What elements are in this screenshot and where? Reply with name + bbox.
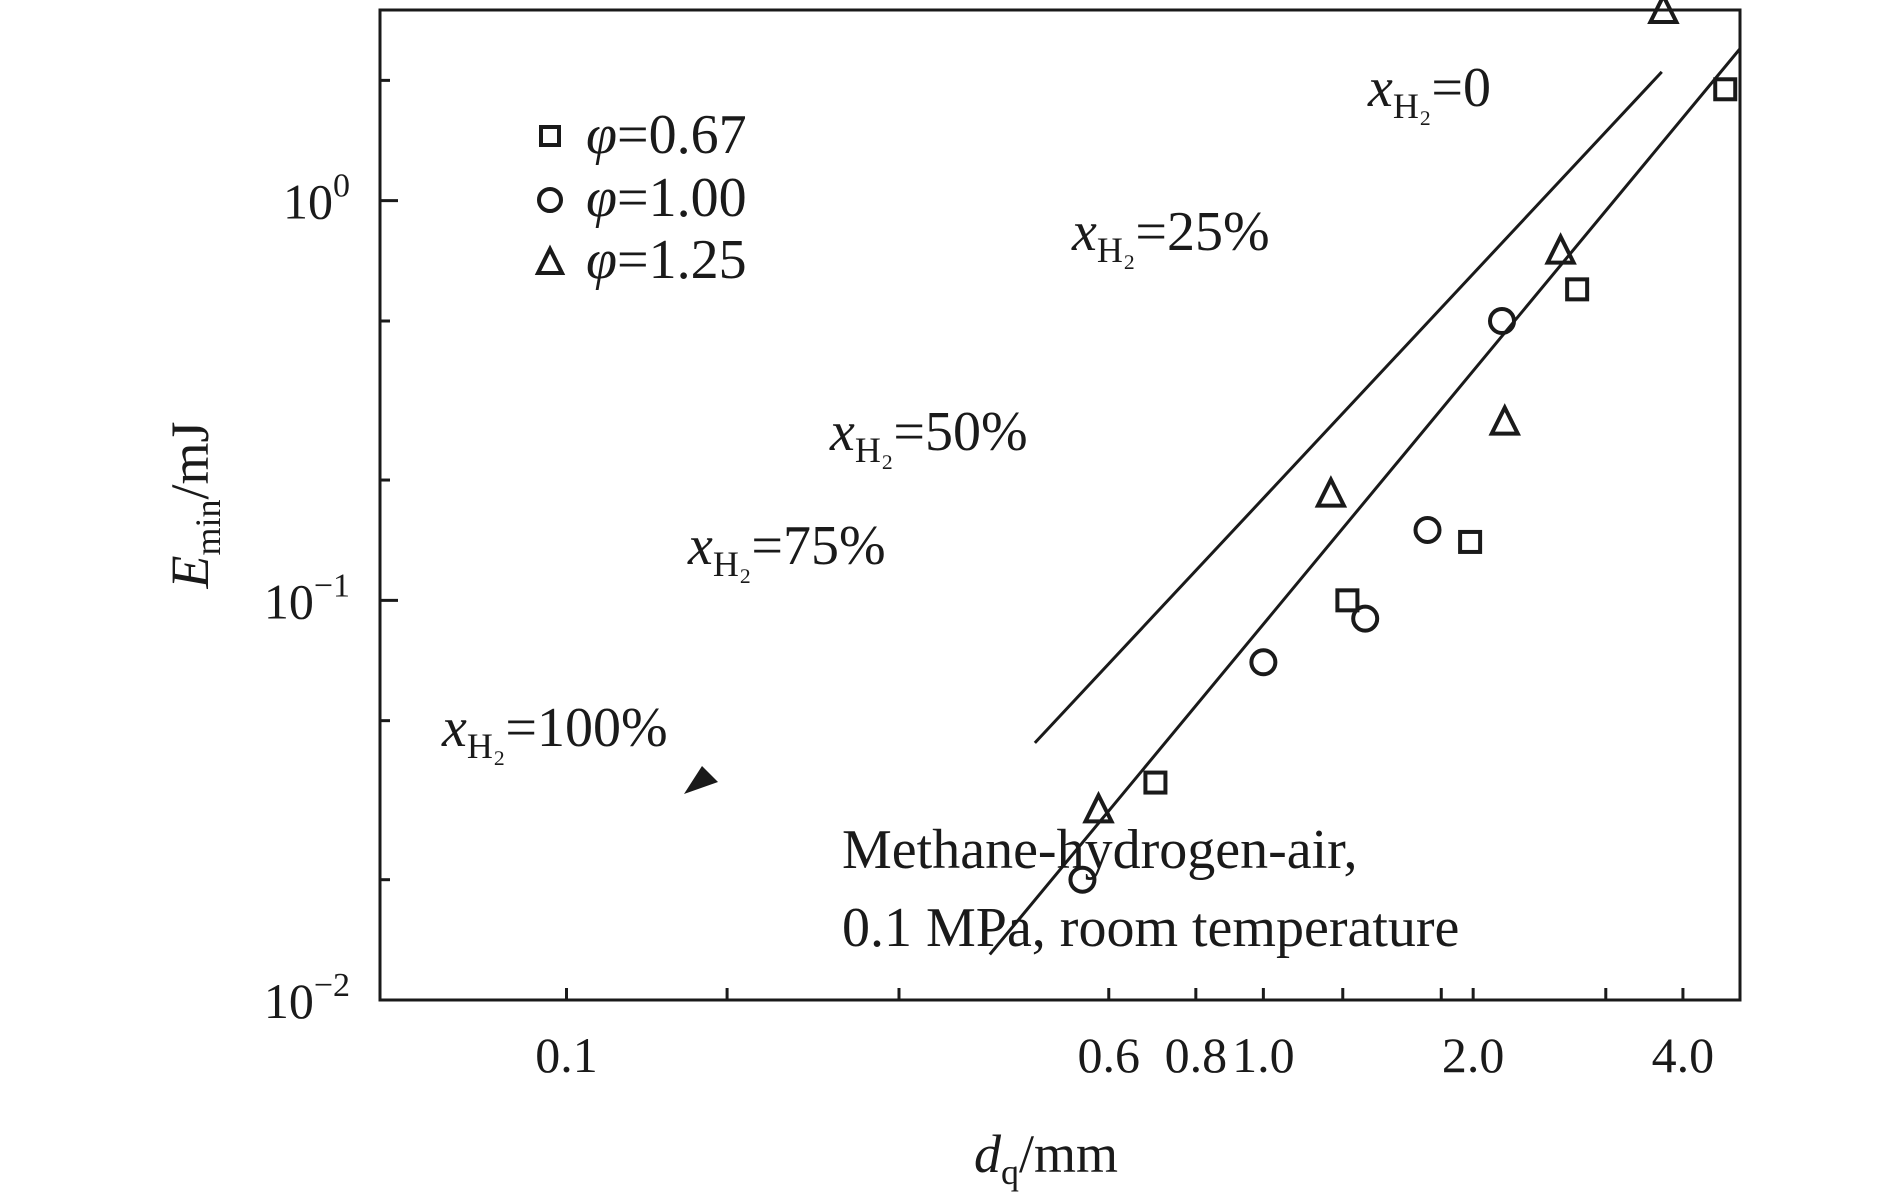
annotation-h2-100: xH₂=100%: [441, 697, 668, 766]
legend-marker-square: [539, 125, 561, 147]
fit-lines: [988, 47, 1742, 956]
point-circle-4: [1487, 306, 1516, 335]
x-tick-label-3: 1.0: [1232, 1027, 1295, 1083]
annotation-h2-75: xH₂=75%: [687, 515, 886, 584]
direction-arrowhead: [684, 766, 718, 794]
y-axis-title: Emin/mJ: [160, 421, 228, 589]
y-axis-ticks: 10−2 10−1 100: [264, 78, 398, 1029]
plot-frame: [378, 8, 1742, 1002]
x-axis-ticks: 0.1 0.6 0.8 1.0 2.0 4.0: [535, 988, 1714, 1083]
point-triangle-4: [1647, 0, 1680, 24]
point-square-3: [1565, 277, 1590, 302]
point-square-0: [1143, 770, 1168, 795]
point-triangle-1: [1314, 475, 1348, 508]
y-tick-label-2: 100: [283, 168, 350, 230]
x-tick-label-1: 0.6: [1078, 1027, 1141, 1083]
x-axis-title: dq/mm: [974, 1124, 1118, 1192]
note-line-2: 0.1 MPa, room temperature: [842, 897, 1459, 959]
fit-line-0: [988, 47, 1742, 956]
legend-label-0: φ=0.67: [586, 104, 747, 166]
point-triangle-2: [1488, 403, 1521, 436]
annotation-h2-50: xH₂=50%: [829, 401, 1028, 470]
data-points: [1068, 0, 1738, 894]
point-circle-0: [1068, 865, 1097, 894]
annotation-h2-25: xH₂=25%: [1071, 201, 1270, 270]
x-tick-label-0: 0.1: [535, 1027, 598, 1083]
x-tick-label-2: 0.8: [1165, 1027, 1228, 1083]
point-circle-3: [1413, 515, 1442, 544]
point-triangle-0: [1082, 790, 1115, 824]
legend-marker-triangle: [534, 244, 566, 275]
y-tick-label-1: 10−1: [264, 567, 350, 629]
point-square-4: [1713, 77, 1738, 102]
legend-label-2: φ=1.25: [586, 229, 747, 291]
annotation-h2-0: xH₂=0: [1367, 57, 1491, 126]
legend: φ=0.67 φ=1.00 φ=1.25: [534, 104, 747, 291]
legend-label-1: φ=1.00: [586, 167, 747, 229]
point-square-1: [1335, 588, 1360, 613]
note-line-1: Methane-hydrogen-air,: [842, 819, 1358, 881]
y-tick-label-0: 10−2: [264, 967, 350, 1029]
x-tick-label-4: 2.0: [1442, 1027, 1505, 1083]
point-circle-2: [1351, 604, 1380, 633]
x-tick-label-5: 4.0: [1652, 1027, 1715, 1083]
point-circle-1: [1249, 648, 1278, 677]
fit-line-1: [1033, 70, 1663, 744]
legend-marker-circle: [537, 187, 563, 213]
point-square-2: [1458, 529, 1483, 554]
point-triangle-3: [1544, 232, 1577, 265]
